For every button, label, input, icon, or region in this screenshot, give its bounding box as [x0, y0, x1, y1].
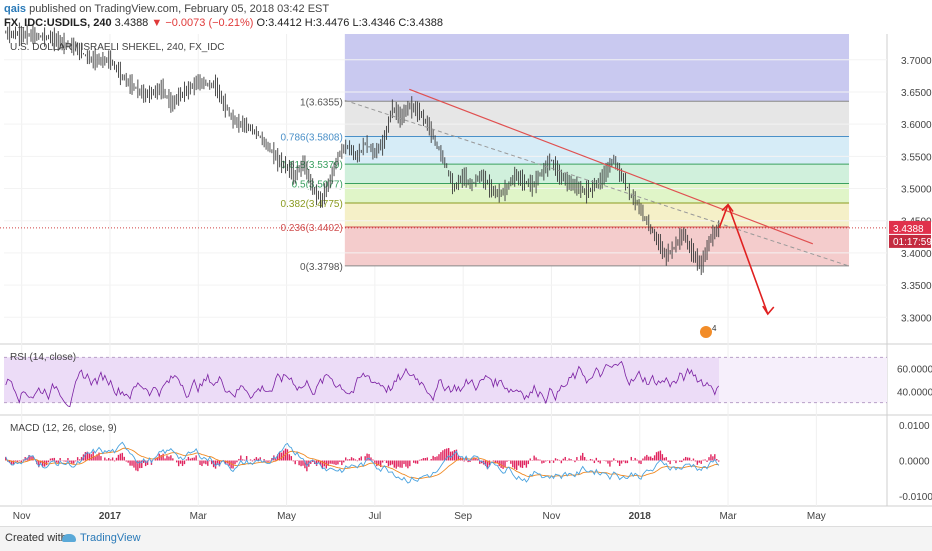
macd-line	[5, 441, 720, 484]
trend-line	[409, 88, 814, 245]
created-with-label: Created with	[5, 532, 67, 544]
rsi-band-fill	[4, 357, 720, 403]
fib-zone	[344, 136, 850, 165]
last-price: 3.4388	[114, 17, 149, 29]
fib-zone	[344, 183, 850, 203]
ohlc-values: O:3.4412 H:3.4476 L:3.4346 C:3.4388	[256, 17, 443, 29]
author-link[interactable]: qais	[4, 3, 27, 15]
fib-level-label: 0(3.3798)	[300, 262, 343, 273]
fib-level-label: 0.382(3.4775)	[281, 199, 343, 210]
price-axis-label: 3.5500	[901, 152, 932, 163]
regression-line	[344, 99, 849, 267]
last-price-label: 3.4388	[893, 224, 924, 235]
symbol-name: FX_IDC:USDILS, 240	[4, 17, 112, 29]
macd-axis-label: -0.0100	[899, 492, 932, 503]
projection-up-arrow	[718, 204, 729, 229]
arrow-head	[762, 305, 775, 316]
fib-level-label: 0.5(3.5077)	[292, 180, 343, 191]
price-axis-label: 3.3500	[901, 281, 932, 292]
symbol-line: FX_IDC:USDILS, 240 3.4388 ▼ −0.0073 (−0.…	[4, 17, 443, 29]
rsi-title: RSI (14, close)	[10, 352, 76, 363]
projection-down-arrow	[727, 204, 769, 315]
countdown-tag	[889, 234, 931, 248]
tradingview-brand: TradingView	[80, 532, 141, 544]
price-axis-label: 3.6000	[901, 120, 932, 131]
publish-line: qais published on TradingView.com, Febru…	[4, 3, 329, 15]
time-axis-label: 2018	[629, 511, 652, 522]
fib-zone-top	[344, 34, 850, 102]
price-axis-label: 3.4000	[901, 249, 932, 260]
time-axis-label: May	[277, 511, 296, 522]
time-axis-label: Nov	[13, 511, 31, 522]
chart-header: qais published on TradingView.com, Febru…	[0, 0, 932, 34]
fib-zone	[344, 164, 850, 184]
publish-info: published on TradingView.com, February 0…	[29, 3, 330, 15]
time-axis-label: Jul	[368, 511, 381, 522]
time-axis-label: 2017	[99, 511, 122, 522]
price-axis-label: 3.7000	[901, 56, 932, 67]
countdown-label: 01:17:59	[893, 237, 932, 248]
fib-zone	[344, 202, 850, 227]
price-axis-label: 3.5000	[901, 185, 932, 196]
chart-title: U.S. DOLLAR / ISRAELI SHEKEL, 240, FX_ID…	[10, 42, 225, 53]
price-axis-label: 3.6500	[901, 88, 932, 99]
fib-level-label: 1(3.6355)	[300, 97, 343, 108]
time-axis-label: Sep	[454, 511, 472, 522]
macd-title: MACD (12, 26, close, 9)	[10, 423, 117, 434]
chart-canvas[interactable]: 1(3.6355) 0.786(3.5808) 0.618(3.5379) 0.5(3…	[0, 0, 932, 526]
arrow-head	[721, 203, 734, 213]
macd-signal-line	[5, 447, 719, 480]
time-axis-label: Mar	[719, 511, 737, 522]
tradingview-cloud-icon	[62, 534, 76, 543]
price-axis-label: 3.3000	[901, 313, 932, 324]
fib-level-label: 0.618(3.5379)	[281, 160, 343, 171]
fib-zone	[344, 226, 850, 266]
rsi-line	[5, 360, 720, 408]
rsi-axis-label: 40.0000	[897, 387, 932, 398]
last-price-tag	[889, 220, 931, 234]
rsi-axis-label: 60.0000	[897, 365, 932, 376]
event-count: 4	[712, 324, 717, 333]
tradingview-logo[interactable]: TradingView	[62, 532, 141, 544]
time-axis-label: Mar	[190, 511, 208, 522]
time-axis-label: Nov	[543, 511, 561, 522]
time-axis-label: May	[807, 511, 826, 522]
fib-zone	[344, 101, 850, 137]
footer: Created with TradingView	[0, 526, 932, 551]
event-flag-icon	[699, 326, 712, 338]
price-change: ▼ −0.0073 (−0.21%)	[151, 17, 254, 29]
macd-axis-label: 0.0100	[899, 421, 930, 432]
rsi-band-fill-future	[719, 357, 887, 403]
fib-level-label: 0.786(3.5808)	[281, 132, 343, 143]
macd-axis-label: 0.0000	[899, 457, 930, 468]
fib-level-label: 0.236(3.4402)	[281, 223, 343, 234]
